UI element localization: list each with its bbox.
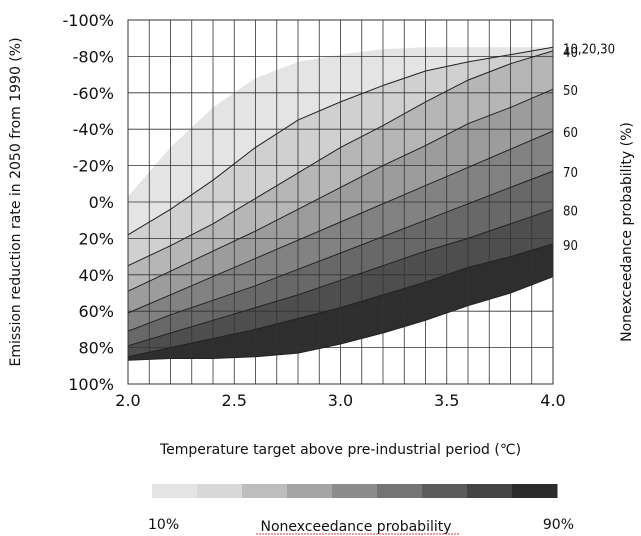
x-tick-labels: 2.0 2.5 3.0 3.5 4.0 [115, 391, 565, 410]
legend-swatch [377, 484, 423, 498]
legend-swatch [152, 484, 198, 498]
x-tick-label: 4.0 [540, 391, 565, 410]
y-tick-label: 20% [78, 229, 114, 248]
legend-end-label: 90% [543, 517, 574, 533]
y-tick-label: 60% [78, 302, 114, 321]
legend-title: Nonexceedance probability [260, 519, 451, 535]
probability-label: 40 [563, 46, 578, 61]
probability-label: 70 [563, 166, 578, 181]
probability-label: 50 [563, 84, 578, 99]
contour-line-5 [127, 170, 554, 332]
y-tick-label: 0% [89, 193, 114, 212]
legend-swatch [422, 484, 468, 498]
y-tick-label: 40% [78, 266, 114, 285]
x-tick-label: 3.5 [434, 391, 459, 410]
legend-swatch [287, 484, 333, 498]
y-axis-title: Emission reduction rate in 2050 from 199… [8, 37, 24, 366]
y-tick-label: 80% [78, 339, 114, 358]
x-tick-label: 3.0 [328, 391, 353, 410]
probability-label: 80 [563, 204, 578, 219]
contour-line-3 [127, 88, 554, 292]
grid-lines [127, 19, 554, 385]
right-axis-title: Nonexceedance probability (%) [619, 122, 635, 342]
contour-line-6 [127, 208, 554, 347]
y-tick-label: 100% [68, 375, 114, 394]
y-tick-label: -100% [62, 11, 114, 30]
contour-line-2 [127, 50, 554, 267]
legend-swatch [467, 484, 513, 498]
y-tick-label: -40% [73, 120, 114, 139]
contour-line-8 [127, 276, 554, 361]
contour-line-7 [127, 243, 554, 358]
contour-line-1 [127, 46, 554, 236]
y-tick-labels: -100% -80% -60% -40% -20% 0% 20% 40% 60% 80% 100% [62, 11, 114, 394]
legend-swatches [152, 484, 558, 498]
legend: 10% Nonexceedance probability 90% [148, 484, 574, 535]
legend-swatch [197, 484, 243, 498]
contour-line-4 [127, 130, 554, 314]
legend-swatch [242, 484, 288, 498]
y-tick-label: -60% [73, 84, 114, 103]
legend-swatch [332, 484, 378, 498]
x-tick-label: 2.0 [115, 391, 140, 410]
x-tick-label: 2.5 [222, 391, 247, 410]
contour-lines [127, 46, 554, 361]
probability-label: 10,20,30 [563, 42, 615, 57]
probability-label: 90 [563, 239, 578, 254]
legend-swatch [512, 484, 558, 498]
legend-start-label: 10% [148, 517, 179, 533]
y-tick-label: -80% [73, 47, 114, 66]
x-axis-title: Temperature target above pre-industrial … [159, 442, 521, 458]
y-tick-label: -20% [73, 157, 114, 176]
probability-label: 60 [563, 126, 578, 141]
plot-frame [127, 19, 554, 385]
